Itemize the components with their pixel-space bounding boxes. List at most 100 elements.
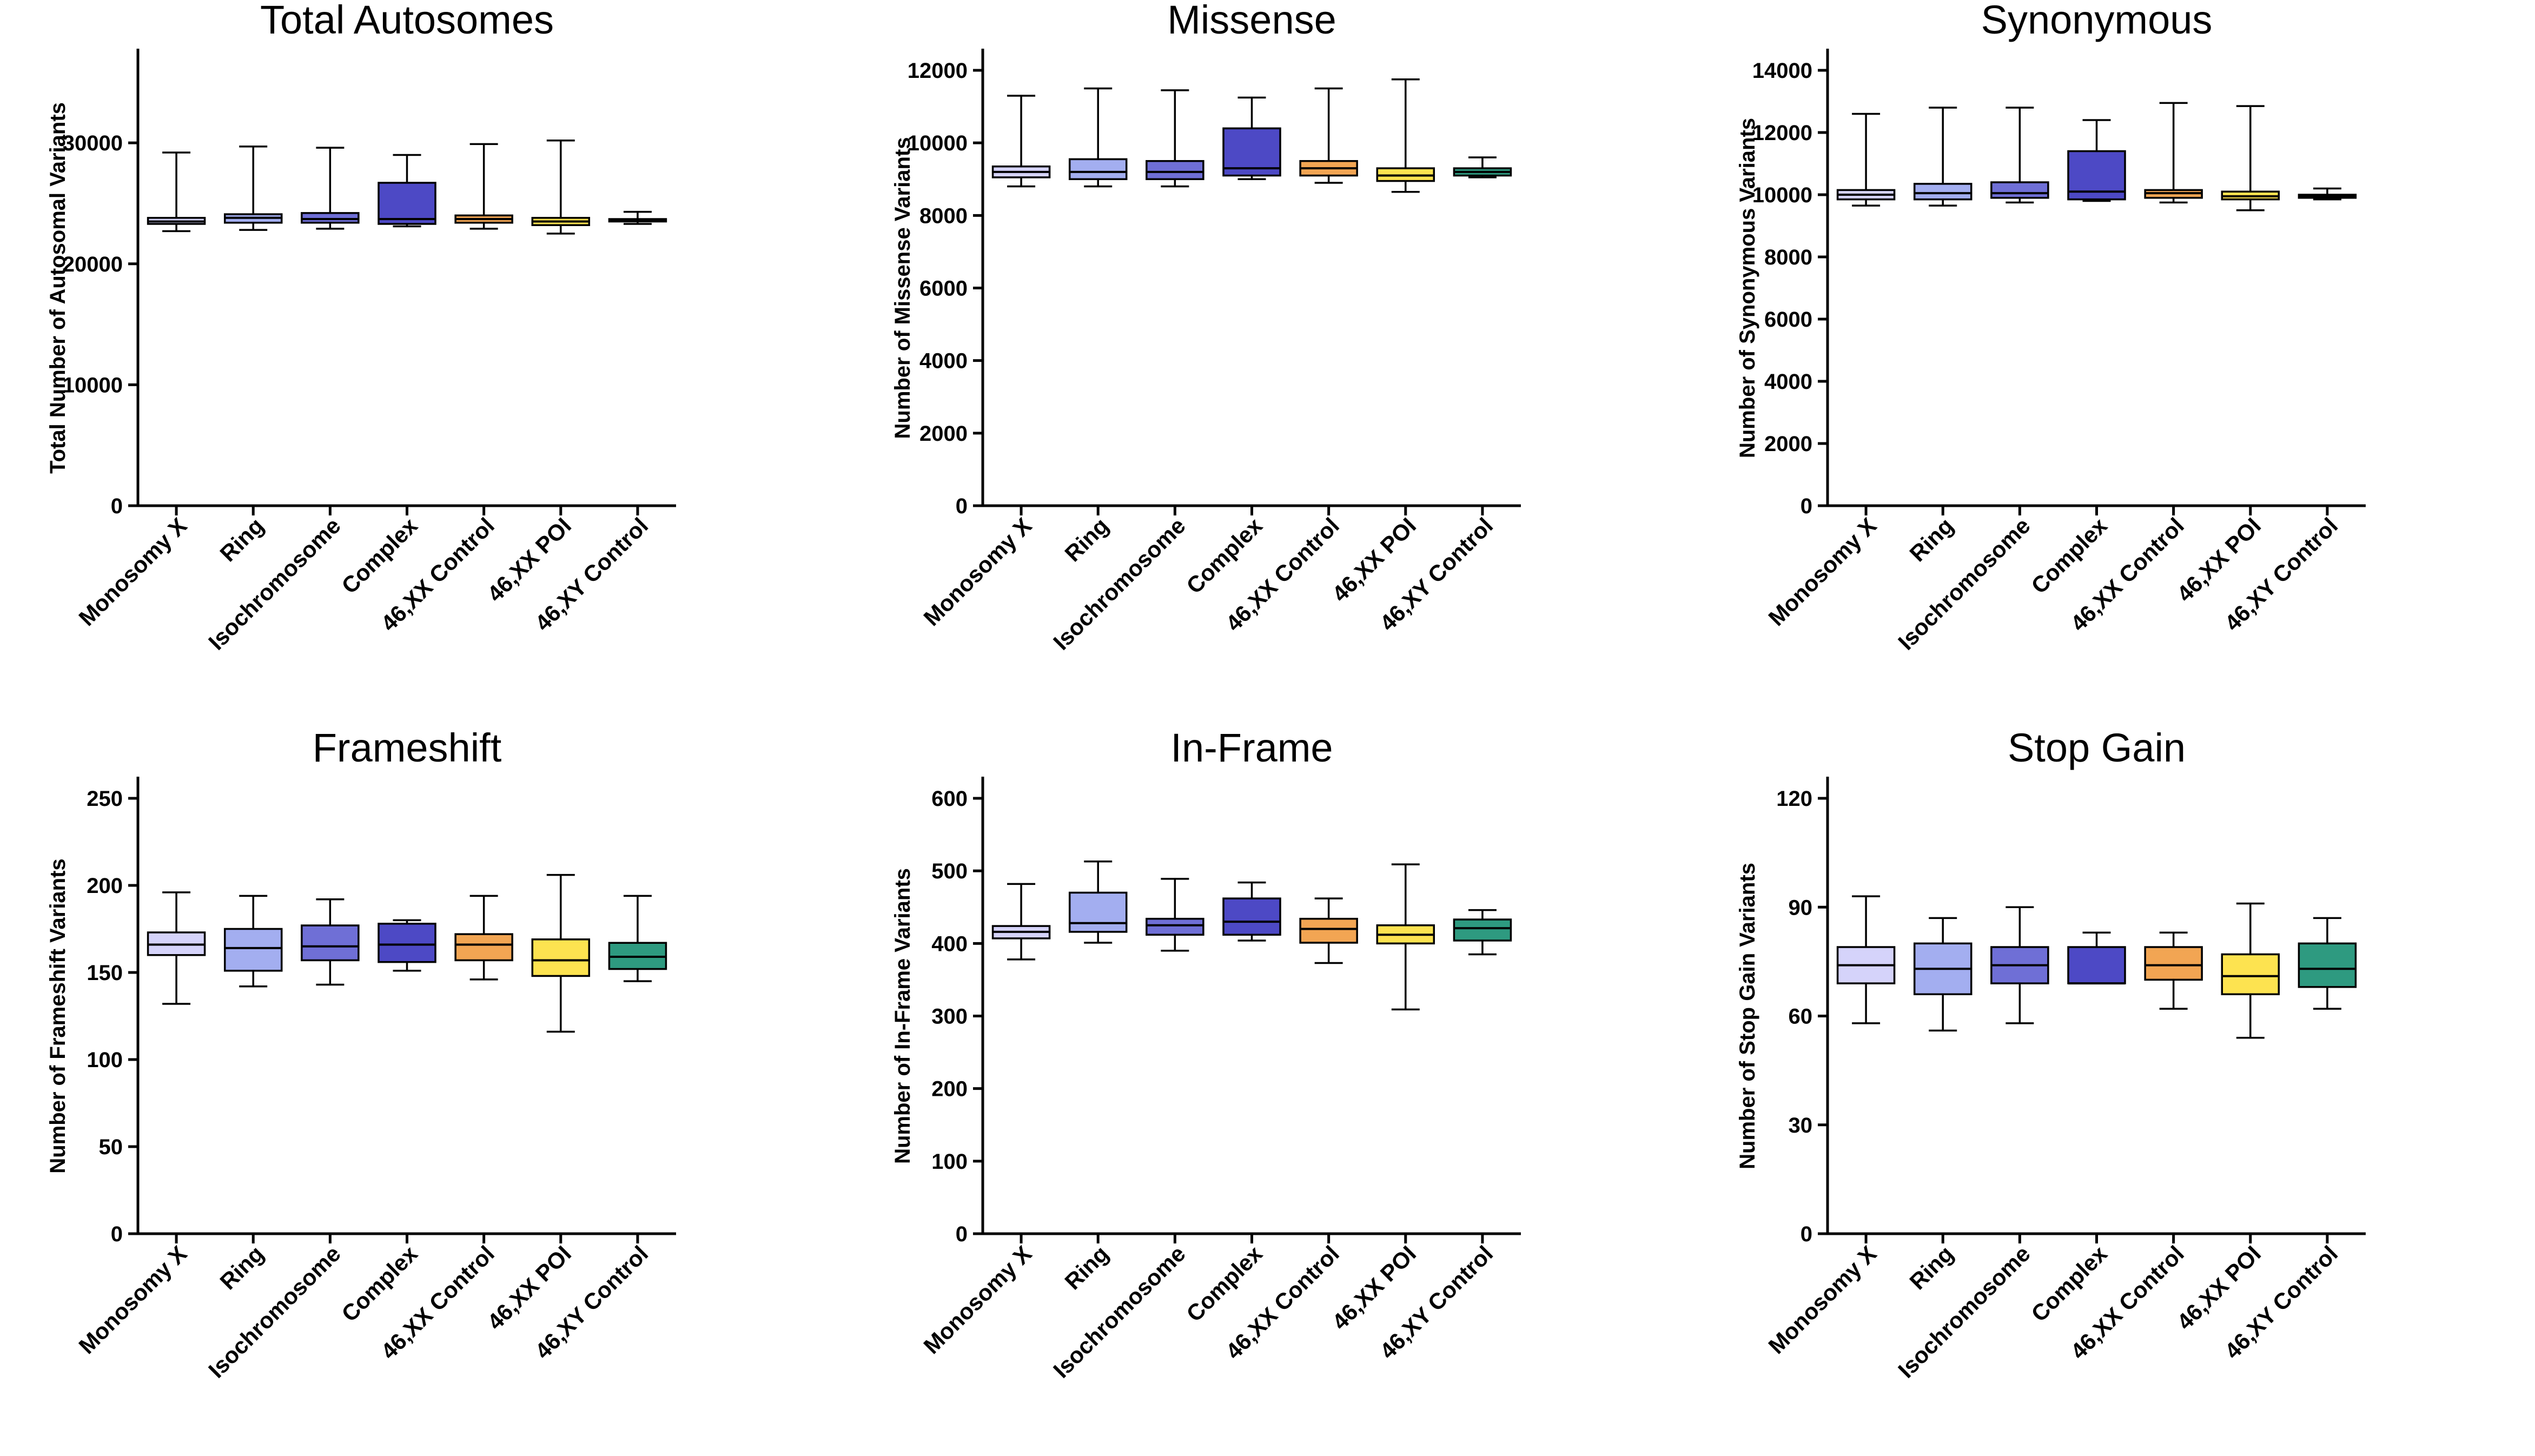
y-tick-label: 30000 [63,131,123,155]
x-tick-label: Monosomy X [918,513,1036,631]
iqr-box [378,182,436,225]
box-ring [1068,87,1128,188]
y-tick-label: 600 [931,787,968,811]
box-ring [1068,860,1128,944]
y-tick-label: 300 [931,1005,968,1029]
iqr-box [1222,897,1281,936]
box-isochromosome [1146,89,1204,188]
box-monosomy-x [991,95,1051,188]
box-46-xx-control [2144,931,2203,1010]
y-tick-label: 2000 [919,422,968,446]
box-46-xx-control [2144,102,2203,204]
box-isochromosome [301,898,360,986]
x-tick-label: Monosomy X [74,1241,191,1359]
y-tick-label: 200 [87,874,123,898]
box-46-xy-control [2298,187,2357,201]
box-isochromosome [1990,906,2049,1024]
iqr-box [1913,183,1973,201]
y-tick-label: 90 [1789,896,1813,919]
y-tick-label: 500 [931,859,968,883]
box-ring [223,895,283,988]
y-axis-label: Number of In-Frame Variants [891,868,915,1164]
chart-svg: Synonymous Number of Synonymous Variants 0… [1736,0,2366,655]
chart-svg: Missense Number of Missense Variants 0 2000… [891,0,1521,655]
box-46-xy-control [608,210,667,225]
x-tick-label: Ring [1904,1241,1958,1294]
box-monosomy-x [147,151,206,233]
y-tick-label: 20000 [63,253,123,276]
x-tick-label: Ring [1060,1241,1113,1294]
y-tick-label: 14000 [1752,59,1812,83]
box-46-xx-poi [531,139,591,235]
chart-panel-4: In-Frame Number of In-Frame Variants 0 100 2… [845,728,1690,1456]
box-46-xy-control [1453,156,1512,178]
chart-svg: Total Autosomes Total Number of Autosomal… [46,0,676,655]
box-46-xy-control [2298,917,2357,1010]
iqr-box [1299,917,1358,944]
box-complex [2067,931,2126,985]
iqr-box [1990,181,2049,199]
chart-svg: In-Frame Number of In-Frame Variants 0 100 2… [891,728,1521,1383]
y-tick-label: 8000 [919,204,968,228]
y-tick-label: 10000 [908,131,968,155]
x-tick-label: Monosomy X [1763,1241,1881,1359]
y-axis-label: Number of Stop Gain Variants [1736,863,1759,1169]
box-complex [2067,119,2126,202]
y-tick-label: 200 [931,1077,968,1101]
chart-title: Missense [1167,0,1336,42]
iqr-box [301,924,360,962]
y-tick-label: 0 [956,1222,968,1246]
iqr-box [1068,158,1128,180]
box-46-xx-control [454,895,513,981]
y-tick-label: 100 [87,1048,123,1072]
x-tick-label: Isochromosome [1893,1241,2035,1383]
y-tick-label: 60 [1789,1005,1813,1029]
y-tick-label: 0 [111,1222,123,1246]
y-tick-label: 150 [87,961,123,985]
chart-panel-3: Frameshift Number of Frameshift Variants 0… [0,728,845,1456]
box-ring [223,145,283,231]
y-tick-label: 6000 [1764,308,1812,332]
y-tick-label: 0 [956,494,968,518]
box-complex [1222,96,1281,180]
box-46-xx-control [1299,87,1358,184]
y-tick-label: 100 [931,1150,968,1174]
box-complex [378,919,436,972]
y-tick-label: 50 [99,1135,123,1159]
y-tick-label: 30 [1789,1114,1813,1137]
y-tick-label: 4000 [1764,370,1812,394]
box-46-xy-control [1453,909,1512,956]
y-tick-label: 2000 [1764,432,1812,456]
x-tick-label: Isochromosome [203,513,346,655]
x-tick-label: Monosomy X [1763,513,1881,631]
chart-panel-2: Synonymous Number of Synonymous Variants 0… [1690,0,2534,728]
x-tick-label: Isochromosome [1048,1241,1190,1383]
box-isochromosome [301,147,360,230]
y-axis-label: Number of Synonymous Variants [1736,118,1759,458]
y-axis-label: Total Number of Autosomal Variants [46,102,70,474]
y-tick-label: 120 [1776,787,1812,811]
y-tick-label: 10000 [1752,183,1812,207]
y-tick-label: 12000 [1752,121,1812,145]
box-monosomy-x [147,891,206,1005]
iqr-box [454,933,513,962]
y-tick-label: 4000 [919,349,968,373]
iqr-box [301,212,360,224]
y-tick-label: 0 [1801,1222,1812,1246]
x-tick-label: Isochromosome [1048,513,1190,655]
y-tick-label: 250 [87,787,123,811]
x-tick-label: Ring [215,1241,268,1294]
box-46-xy-control [608,895,667,982]
iqr-box [378,923,436,963]
box-monosomy-x [1836,112,1896,207]
box-46-xx-poi [1376,863,1435,1011]
chart-title: Synonymous [1981,0,2213,42]
box-complex [378,154,436,228]
chart-svg: Frameshift Number of Frameshift Variants 0… [46,728,676,1383]
box-isochromosome [1146,878,1204,952]
box-46-xx-poi [531,873,591,1033]
y-tick-label: 12000 [908,59,968,83]
y-tick-label: 400 [931,932,968,956]
chart-svg: Stop Gain Number of Stop Gain Variants 0 30… [1736,728,2366,1383]
